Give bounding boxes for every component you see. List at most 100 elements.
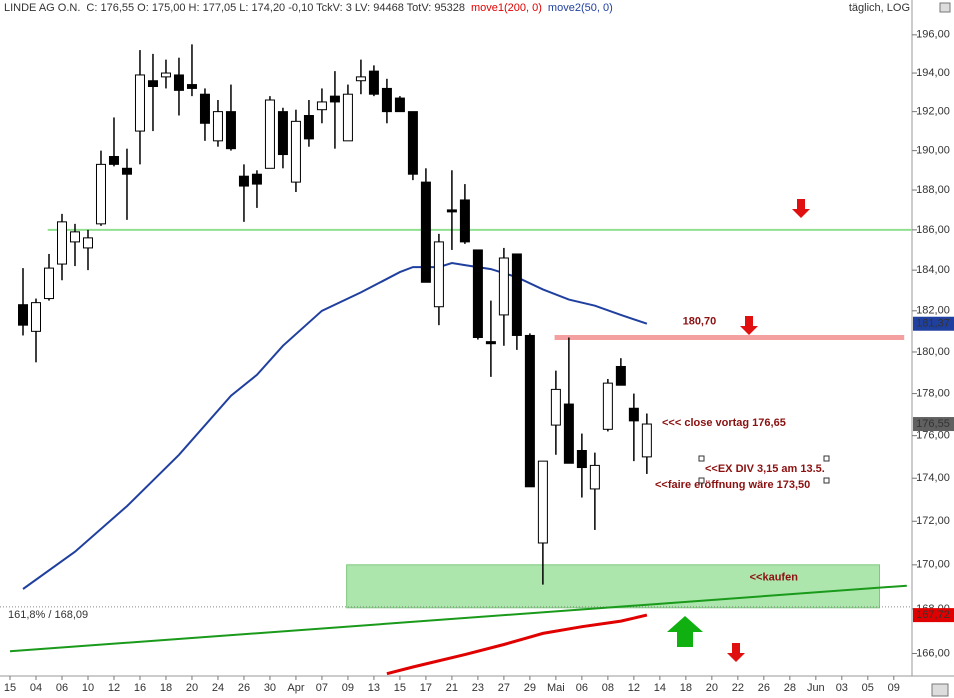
line-label: 180,70 xyxy=(683,315,717,327)
candle-body xyxy=(459,199,470,243)
handle xyxy=(698,455,705,462)
candle-body xyxy=(576,449,587,469)
candle-body xyxy=(160,72,171,78)
candle-body xyxy=(186,84,197,89)
arrow-down xyxy=(740,316,758,335)
annotation: <<faire eröffnung wäre 173,50 xyxy=(655,479,810,491)
y-tick-label: 188,00 xyxy=(916,184,950,196)
candle-body xyxy=(446,209,457,213)
y-tick-label: 170,00 xyxy=(916,559,950,571)
candle-body xyxy=(342,93,353,142)
candle-body xyxy=(498,257,509,316)
candle-body xyxy=(290,120,301,183)
price-tag-label: 181,37 xyxy=(916,318,950,330)
candle-body xyxy=(121,167,132,175)
header-info: C: 176,55 O: 175,00 H: 177,05 L: 174,20 … xyxy=(86,2,465,14)
y-tick-label: 166,00 xyxy=(916,647,950,659)
candle-body xyxy=(251,173,262,185)
candle-body xyxy=(511,253,522,336)
annotation: <<EX DIV 3,15 am 13.5. xyxy=(705,463,825,475)
candle-body xyxy=(602,382,613,430)
y-tick-label: 192,00 xyxy=(916,106,950,118)
price-tag-label: 167,72 xyxy=(916,609,950,621)
x-tick-label: 22 xyxy=(732,682,744,694)
y-tick-label: 190,00 xyxy=(916,145,950,157)
candle-body xyxy=(407,111,418,175)
price-tag xyxy=(913,608,954,623)
trendline xyxy=(9,584,907,653)
candle-body xyxy=(420,181,431,283)
candle-body xyxy=(173,74,184,91)
x-tick-label: 16 xyxy=(134,682,146,694)
y-tick-label: 180,00 xyxy=(916,346,950,358)
candle-body xyxy=(433,241,444,308)
candle-body xyxy=(628,407,639,422)
handle xyxy=(823,477,830,484)
y-tick-label: 176,00 xyxy=(916,430,950,442)
icon xyxy=(939,2,951,13)
y-tick-label: 182,00 xyxy=(916,305,950,317)
x-tick-label: 28 xyxy=(784,682,796,694)
candle-body xyxy=(147,80,158,87)
x-tick-label: 08 xyxy=(602,682,614,694)
subtitle: täglich, LOG xyxy=(849,2,910,14)
price-tag-label: 176,55 xyxy=(916,418,950,430)
x-tick-label: Jun xyxy=(807,682,825,694)
moving-average xyxy=(386,613,648,676)
x-tick-label: 17 xyxy=(420,682,432,694)
candle-body xyxy=(82,237,93,249)
candle-body xyxy=(303,115,314,140)
x-tick-label: 18 xyxy=(160,682,172,694)
y-tick-label: 172,00 xyxy=(916,515,950,527)
candle-body xyxy=(316,101,327,111)
legend-entry: move2(50, 0) xyxy=(548,2,613,14)
candle-body xyxy=(524,334,535,488)
x-tick-label: Apr xyxy=(287,682,304,694)
candle-body xyxy=(212,111,223,142)
candle-body xyxy=(329,95,340,103)
candle-body xyxy=(31,302,42,332)
x-tick-label: 24 xyxy=(212,682,224,694)
x-tick-label: 09 xyxy=(888,682,900,694)
candle-body xyxy=(368,70,379,95)
x-tick-label: 26 xyxy=(238,682,250,694)
candle-body xyxy=(537,460,548,544)
candle-body xyxy=(108,156,119,165)
x-tick-label: 27 xyxy=(498,682,510,694)
candle-body xyxy=(225,111,236,150)
candle-body xyxy=(18,304,29,326)
fib-label: 161,8% / 168,09 xyxy=(8,609,88,621)
candle-body xyxy=(550,388,561,426)
x-tick-label: 06 xyxy=(56,682,68,694)
candle-body xyxy=(355,76,366,82)
x-tick-label: Mai xyxy=(547,682,565,694)
y-tick-label: 194,00 xyxy=(916,67,950,79)
candle-body xyxy=(472,249,483,339)
x-tick-label: 20 xyxy=(186,682,198,694)
candle-body xyxy=(277,111,288,156)
x-tick-label: 06 xyxy=(576,682,588,694)
x-tick-label: 15 xyxy=(394,682,406,694)
arrow-up xyxy=(667,616,703,647)
candle-body xyxy=(56,221,67,265)
handle xyxy=(823,455,830,462)
y-tick-label: 184,00 xyxy=(916,264,950,276)
x-tick-label: 03 xyxy=(836,682,848,694)
x-tick-label: 18 xyxy=(680,682,692,694)
x-tick-label: 30 xyxy=(264,682,276,694)
x-tick-label: 15 xyxy=(4,682,16,694)
x-tick-label: 23 xyxy=(472,682,484,694)
y-tick-label: 186,00 xyxy=(916,224,950,236)
candle-body xyxy=(394,97,405,113)
x-tick-label: 09 xyxy=(342,682,354,694)
icon xyxy=(931,683,949,697)
legend-entry: move1(200, 0) xyxy=(471,2,542,14)
candle-body xyxy=(199,93,210,124)
arrow-down xyxy=(792,199,810,218)
x-tick-label: 21 xyxy=(446,682,458,694)
x-tick-label: 14 xyxy=(654,682,666,694)
candle-body xyxy=(264,99,275,169)
handle xyxy=(698,477,705,484)
